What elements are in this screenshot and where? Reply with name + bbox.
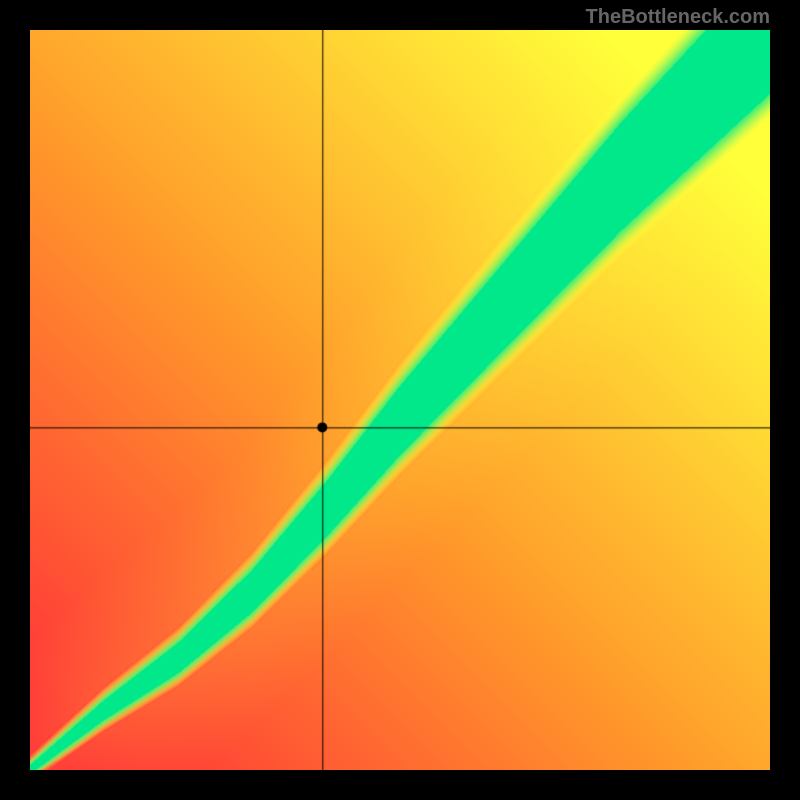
heatmap-canvas <box>30 30 770 770</box>
watermark-text: TheBottleneck.com <box>586 6 770 29</box>
chart-container: TheBottleneck.com <box>0 0 800 800</box>
